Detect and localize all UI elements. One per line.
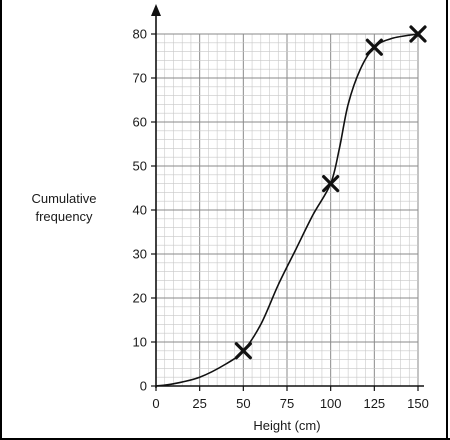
cross-stroke: [409, 25, 427, 43]
x-tick-label: 0: [152, 396, 159, 411]
data-point-cross: [322, 175, 340, 193]
x-tick-label: 50: [236, 396, 250, 411]
y-axis-title-line-2: frequency: [35, 209, 93, 224]
y-tick-label: 50: [133, 159, 147, 174]
frame-border-bottom: [0, 438, 450, 440]
cross-stroke: [322, 175, 340, 193]
x-tick-label: 75: [280, 396, 294, 411]
markers: [234, 25, 427, 360]
axes: [151, 4, 424, 388]
tick-labels: 0 25 50 75 100 125 150 0 10 20 30 40 50 60 70 80: [133, 27, 429, 412]
frame-border-right: [446, 0, 448, 440]
cross-stroke: [234, 342, 252, 360]
x-tick-label: 150: [407, 396, 429, 411]
y-axis-title-line-1: Cumulative: [31, 191, 96, 206]
x-tick-label: 125: [363, 396, 385, 411]
data-point-cross: [234, 342, 252, 360]
x-axis-title: Height (cm): [253, 418, 320, 433]
frame-border-left: [0, 0, 2, 440]
y-tick-label: 60: [133, 115, 147, 130]
y-tick-label: 40: [133, 203, 147, 218]
y-axis-arrow: [151, 4, 161, 16]
y-tick-label: 0: [140, 379, 147, 394]
data-point-cross: [409, 25, 427, 43]
grid: [155, 33, 419, 387]
cross-stroke: [365, 38, 383, 56]
data-point-cross: [365, 38, 383, 56]
cumulative-frequency-curve: [155, 33, 419, 387]
y-tick-label: 20: [133, 291, 147, 306]
y-tick-label: 80: [133, 27, 147, 42]
y-tick-label: 30: [133, 247, 147, 262]
x-tick-label: 100: [320, 396, 342, 411]
curve: [155, 33, 419, 387]
y-tick-label: 10: [133, 335, 147, 350]
x-tick-label: 25: [192, 396, 206, 411]
y-tick-label: 70: [133, 71, 147, 86]
